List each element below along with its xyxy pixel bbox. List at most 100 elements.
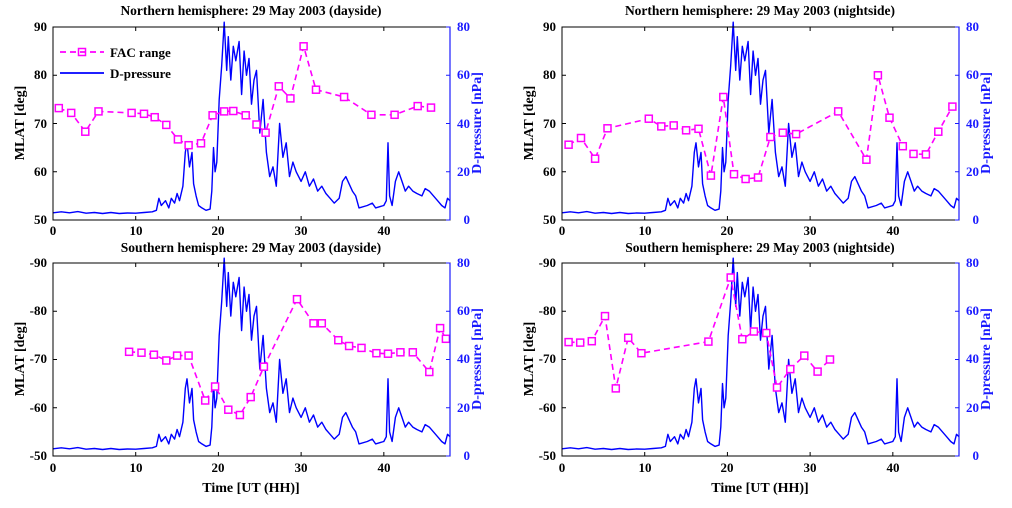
y-right-tick-label: 20 <box>966 400 979 415</box>
fac-range-marker <box>162 356 171 365</box>
pressure-layer <box>561 257 960 451</box>
x-tick-marks <box>561 263 894 456</box>
fac-range-marker <box>800 351 809 360</box>
y-left-tick-marks <box>562 262 566 457</box>
y-left-tick-label: -80 <box>539 303 556 318</box>
x-tick-label: 30 <box>804 223 817 238</box>
y-left-tick-label: -80 <box>30 303 47 318</box>
x-tick-label: 40 <box>887 460 900 475</box>
y-right-tick-label: 0 <box>464 448 471 463</box>
fac-range-marker <box>833 107 843 116</box>
y-right-tick-marks <box>955 262 959 457</box>
x-tick-label: 10 <box>639 460 652 475</box>
x-tick-label: 0 <box>50 223 57 238</box>
y-left-axis-label: MLAT [deg] <box>522 322 537 397</box>
fac-range-marker <box>196 139 206 148</box>
fac-range-marker <box>172 351 182 360</box>
fac-range-marker <box>706 171 716 180</box>
x-tick-label: 30 <box>295 460 308 475</box>
y-left-tick-label: -60 <box>30 400 47 415</box>
fac-range-marker <box>259 362 269 371</box>
y-right-tick-label: 0 <box>973 212 980 227</box>
x-tick-label: 10 <box>130 460 143 475</box>
panel-title: Southern hemisphere: 29 May 2003 (nights… <box>625 240 894 255</box>
panel-title: Northern hemisphere: 29 May 2003 (nights… <box>625 3 895 18</box>
fac-range-marker <box>862 155 871 164</box>
fac-range-marker <box>299 42 308 51</box>
panel-title: Northern hemisphere: 29 May 2003 (daysid… <box>120 3 381 18</box>
fac-range-marker <box>909 149 918 159</box>
fac-range-marker <box>590 154 600 163</box>
fac-range-marker <box>704 337 713 346</box>
y-right-tick-label: 20 <box>457 400 470 415</box>
fac-range-marker <box>235 410 245 420</box>
fac-range-marker <box>600 311 610 321</box>
y-left-tick-label: 60 <box>34 164 47 179</box>
x-tick-label: 0 <box>559 460 566 475</box>
y-left-axis-label: MLAT [deg] <box>13 322 28 397</box>
y-left-tick-label: 50 <box>543 212 556 227</box>
y-left-tick-label: 90 <box>543 19 556 34</box>
y-left-tick-label: -90 <box>539 255 556 270</box>
y-left-tick-label: -70 <box>539 351 556 366</box>
dpressure-line <box>52 21 451 215</box>
fac-range-marker <box>317 319 327 328</box>
x-axis-label: Time [UT (HH)] <box>711 481 808 496</box>
y-left-tick-marks <box>562 26 566 221</box>
y-right-tick-label: 40 <box>966 116 979 131</box>
fac-range-marker <box>934 127 943 136</box>
y-right-tick-label: 60 <box>457 303 470 318</box>
y-right-tick-label: 0 <box>973 448 980 463</box>
fac-range-marker <box>274 82 284 91</box>
fac-range-marker <box>791 129 801 139</box>
fac-range-marker <box>611 384 621 393</box>
y-left-tick-label: -70 <box>30 351 47 366</box>
panel-1: Northern hemisphere: 29 May 2003 (nights… <box>522 3 994 238</box>
fac-range-marker <box>657 122 666 131</box>
y-left-tick-label: 80 <box>543 67 556 82</box>
y-left-tick-label: 60 <box>543 164 556 179</box>
fac-range-marker <box>339 92 349 102</box>
x-tick-label: 20 <box>721 460 734 475</box>
y-left-tick-marks <box>53 26 57 221</box>
fac-range-marker <box>124 347 134 357</box>
y-left-tick-label: 70 <box>543 116 556 131</box>
y-right-axis-label: D-pressure [nPa] <box>470 308 485 410</box>
fac-range-marker <box>564 140 573 149</box>
x-tick-label: 30 <box>804 460 817 475</box>
pressure-layer <box>561 21 960 215</box>
pressure-layer <box>52 257 451 451</box>
y-right-tick-marks <box>446 262 450 457</box>
fac-range-marker <box>948 102 957 111</box>
fac-range-marker <box>311 85 321 94</box>
plot-frame <box>561 262 960 457</box>
fac-range-line <box>58 43 432 147</box>
y-right-tick-label: 80 <box>966 255 979 270</box>
fac-layer <box>54 42 436 150</box>
x-tick-label: 30 <box>295 223 308 238</box>
y-right-axis-label: D-pressure [nPa] <box>979 308 994 410</box>
fac-range-marker <box>200 396 210 405</box>
y-left-tick-label: 50 <box>34 212 47 227</box>
fac-range-marker <box>184 351 193 360</box>
fac-range-marker <box>669 121 678 130</box>
fac-range-marker <box>127 108 136 118</box>
panel-3: Southern hemisphere: 29 May 2003 (nights… <box>522 240 994 496</box>
fac-range-marker <box>637 348 646 358</box>
y-right-axis-label: D-pressure [nPa] <box>470 72 485 174</box>
fac-range-marker <box>81 127 90 136</box>
y-right-tick-label: 60 <box>966 67 979 82</box>
fac-range-marker <box>150 112 159 122</box>
fac-range-marker <box>367 110 376 120</box>
fac-range-marker <box>719 92 728 102</box>
fac-range-marker <box>173 135 183 144</box>
plot-frame <box>52 262 451 457</box>
x-tick-label: 10 <box>639 223 652 238</box>
fac-range-marker <box>372 348 381 358</box>
x-tick-label: 20 <box>212 460 225 475</box>
legend-pressure-label: D-pressure <box>110 66 171 81</box>
y-left-tick-label: 70 <box>34 116 47 131</box>
fac-range-marker <box>426 103 436 112</box>
y-left-tick-marks <box>53 262 57 457</box>
